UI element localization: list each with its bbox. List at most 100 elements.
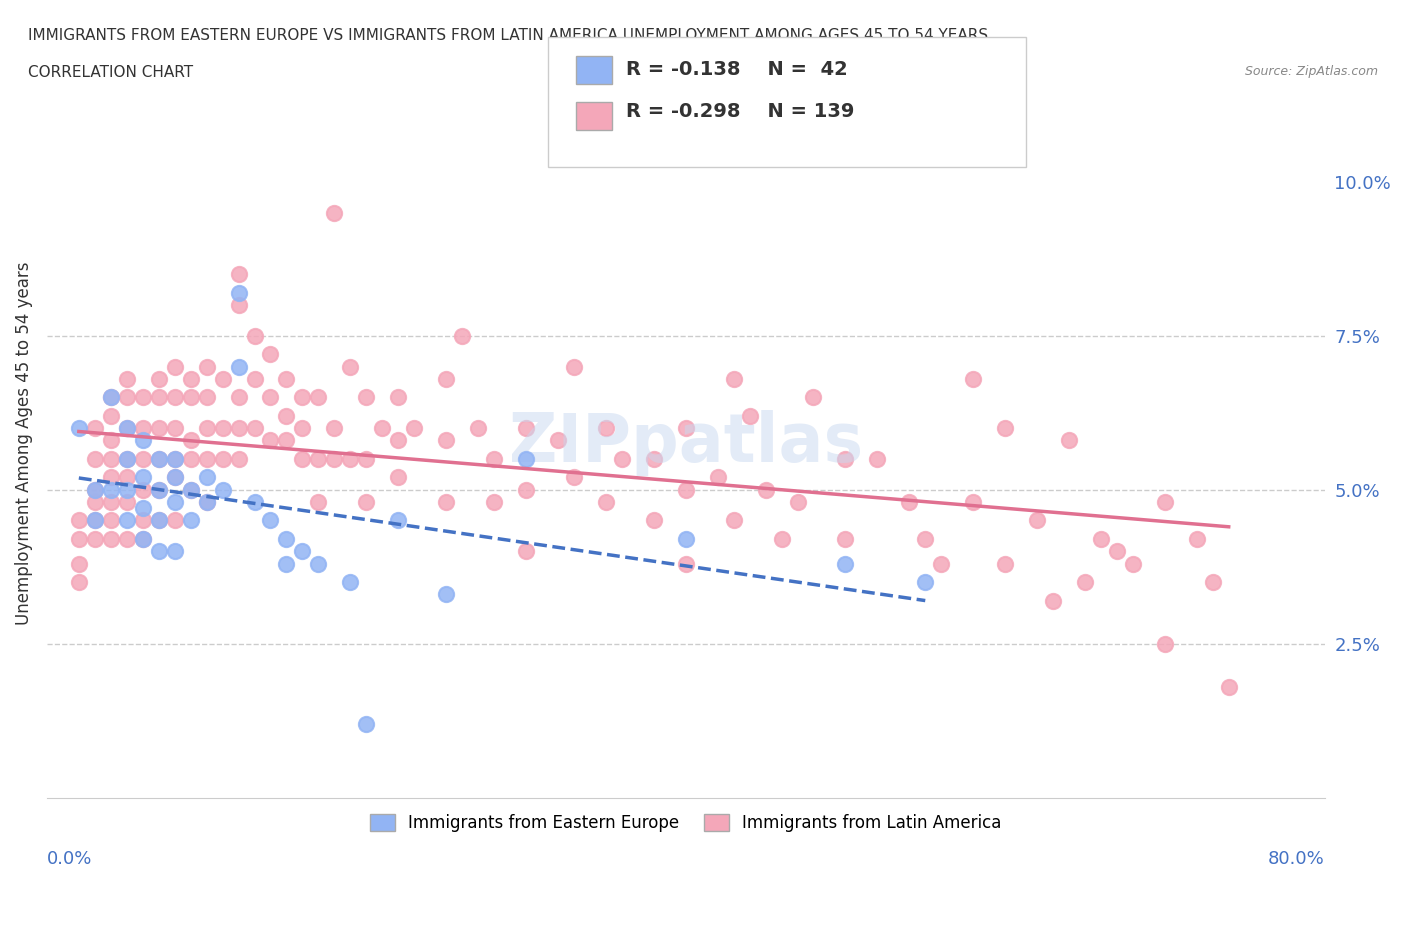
- Point: [339, 575, 361, 590]
- Point: [148, 483, 170, 498]
- Point: [100, 433, 122, 448]
- Point: [163, 451, 186, 466]
- Text: ZIPpatlas: ZIPpatlas: [509, 410, 863, 476]
- Point: [228, 298, 250, 312]
- Text: 80.0%: 80.0%: [1268, 850, 1324, 868]
- Point: [323, 451, 346, 466]
- Point: [914, 575, 936, 590]
- Point: [1090, 531, 1112, 546]
- Point: [515, 451, 537, 466]
- Point: [132, 420, 155, 435]
- Point: [291, 544, 314, 559]
- Point: [148, 544, 170, 559]
- Point: [195, 359, 218, 374]
- Point: [803, 390, 825, 405]
- Point: [100, 513, 122, 528]
- Point: [276, 433, 298, 448]
- Point: [132, 500, 155, 515]
- Point: [195, 495, 218, 510]
- Point: [243, 328, 266, 343]
- Point: [132, 483, 155, 498]
- Point: [323, 206, 346, 220]
- Point: [211, 483, 233, 498]
- Point: [387, 433, 409, 448]
- Point: [723, 513, 745, 528]
- Point: [387, 390, 409, 405]
- Point: [738, 408, 761, 423]
- Point: [67, 575, 90, 590]
- Point: [180, 390, 202, 405]
- Point: [994, 556, 1017, 571]
- Point: [962, 495, 984, 510]
- Point: [387, 470, 409, 485]
- Point: [163, 513, 186, 528]
- Point: [451, 328, 474, 343]
- Point: [148, 483, 170, 498]
- Point: [1153, 495, 1175, 510]
- Point: [914, 531, 936, 546]
- Point: [83, 495, 105, 510]
- Point: [100, 470, 122, 485]
- Text: R = -0.138    N =  42: R = -0.138 N = 42: [626, 60, 848, 79]
- Point: [834, 451, 856, 466]
- Point: [595, 495, 617, 510]
- Point: [180, 483, 202, 498]
- Point: [180, 451, 202, 466]
- Point: [434, 495, 457, 510]
- Point: [339, 451, 361, 466]
- Point: [467, 420, 489, 435]
- Point: [67, 513, 90, 528]
- Point: [276, 371, 298, 386]
- Point: [356, 390, 378, 405]
- Point: [148, 371, 170, 386]
- Point: [675, 531, 697, 546]
- Point: [643, 513, 665, 528]
- Point: [356, 716, 378, 731]
- Point: [67, 531, 90, 546]
- Point: [195, 390, 218, 405]
- Point: [195, 495, 218, 510]
- Point: [115, 513, 138, 528]
- Point: [115, 531, 138, 546]
- Point: [898, 495, 921, 510]
- Point: [434, 433, 457, 448]
- Point: [163, 544, 186, 559]
- Point: [515, 483, 537, 498]
- Point: [228, 267, 250, 282]
- Point: [259, 390, 281, 405]
- Point: [610, 451, 633, 466]
- Point: [259, 513, 281, 528]
- Point: [866, 451, 889, 466]
- Point: [356, 495, 378, 510]
- Point: [132, 531, 155, 546]
- Point: [83, 531, 105, 546]
- Point: [1202, 575, 1225, 590]
- Point: [595, 420, 617, 435]
- Point: [1074, 575, 1097, 590]
- Point: [515, 544, 537, 559]
- Point: [307, 556, 329, 571]
- Point: [339, 359, 361, 374]
- Point: [307, 495, 329, 510]
- Point: [195, 451, 218, 466]
- Point: [180, 483, 202, 498]
- Point: [515, 420, 537, 435]
- Point: [115, 390, 138, 405]
- Point: [962, 371, 984, 386]
- Point: [259, 433, 281, 448]
- Point: [180, 371, 202, 386]
- Point: [132, 513, 155, 528]
- Point: [994, 420, 1017, 435]
- Point: [148, 390, 170, 405]
- Point: [675, 420, 697, 435]
- Point: [115, 470, 138, 485]
- Point: [180, 433, 202, 448]
- Point: [100, 495, 122, 510]
- Point: [754, 483, 776, 498]
- Point: [163, 359, 186, 374]
- Point: [1105, 544, 1128, 559]
- Point: [228, 420, 250, 435]
- Point: [1026, 513, 1049, 528]
- Point: [259, 347, 281, 362]
- Point: [148, 513, 170, 528]
